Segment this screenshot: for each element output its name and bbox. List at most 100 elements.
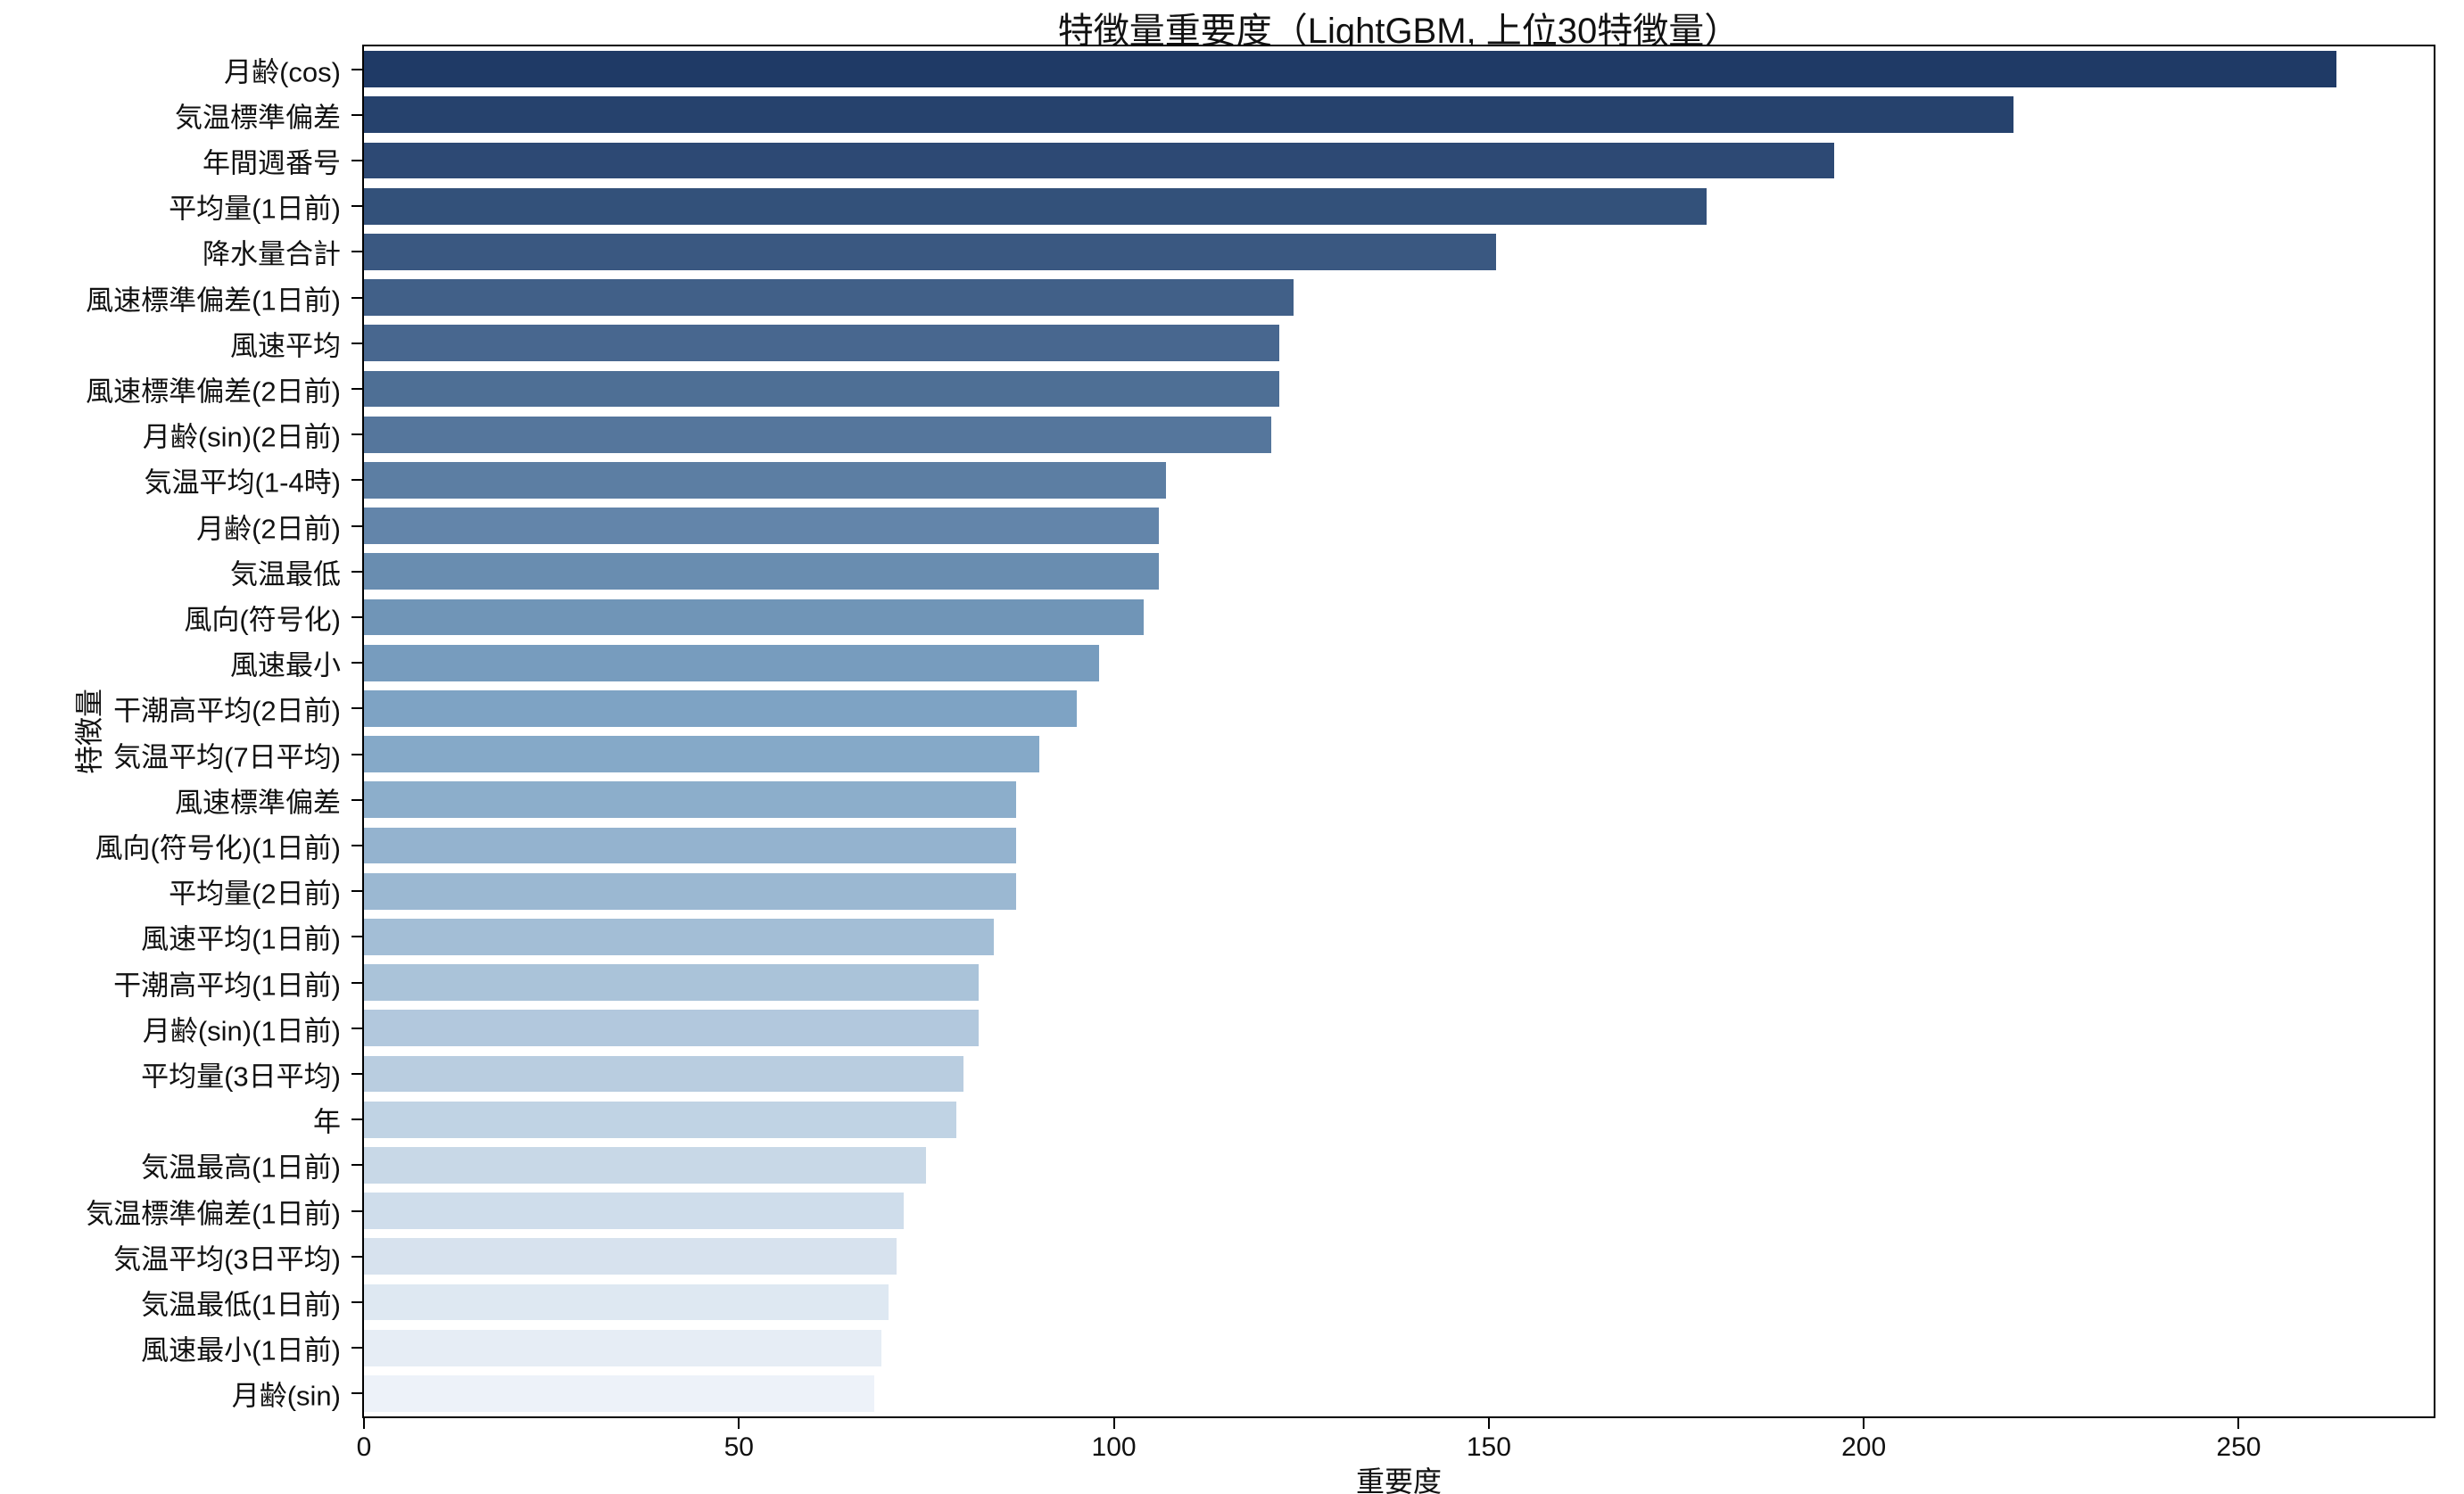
y-tick-mark — [351, 1301, 362, 1303]
bar — [364, 781, 1017, 819]
y-tick-label: 気温平均(7日平均) — [113, 741, 341, 773]
bar — [364, 325, 1279, 362]
y-tick-label: 風向(符号化) — [184, 604, 341, 636]
x-tick-label: 150 — [1466, 1432, 1511, 1462]
y-tick-mark — [351, 388, 362, 390]
y-tick-mark — [351, 1027, 362, 1029]
y-tick-label: 月齢(sin)(2日前) — [142, 421, 341, 453]
bar — [364, 142, 1834, 179]
y-tick-label: 月齢(sin) — [231, 1380, 341, 1412]
bar — [364, 96, 2014, 134]
y-tick-mark — [351, 981, 362, 984]
y-tick-mark — [351, 707, 362, 710]
y-tick-mark — [351, 570, 362, 573]
y-tick-label: 降水量合計 — [203, 238, 341, 270]
y-tick-mark — [351, 1347, 362, 1350]
y-tick-label: 気温標準偏差 — [175, 102, 341, 134]
bar — [364, 51, 2336, 88]
bar — [364, 872, 1017, 910]
y-tick-mark — [351, 251, 362, 253]
bar — [364, 461, 1167, 499]
chart-title: 特徴量重要度（LightGBM, 上位30特徴量） — [1057, 12, 1741, 51]
bar — [364, 644, 1099, 681]
y-tick-label: 気温最低(1日前) — [141, 1289, 341, 1321]
bar — [364, 233, 1497, 270]
y-tick-label: 風速最小(1日前) — [141, 1334, 341, 1366]
x-tick-mark — [1112, 1418, 1115, 1429]
y-tick-label: 月齢(sin)(1日前) — [142, 1015, 341, 1047]
y-tick-mark — [351, 1073, 362, 1075]
bar — [364, 689, 1077, 727]
x-tick-mark — [1863, 1418, 1865, 1429]
y-tick-mark — [351, 798, 362, 801]
x-axis-label: 重要度 — [1355, 1465, 1442, 1494]
x-tick-mark — [738, 1418, 740, 1429]
y-tick-label: 風速標準偏差 — [175, 787, 341, 819]
x-tick-mark — [363, 1418, 365, 1429]
y-tick-mark — [351, 845, 362, 846]
y-tick-label: 平均量(2日前) — [169, 878, 341, 910]
bar — [364, 1101, 957, 1138]
y-tick-mark — [351, 68, 362, 70]
x-tick-label: 100 — [1091, 1432, 1137, 1462]
y-tick-mark — [351, 342, 362, 344]
y-tick-mark — [351, 205, 362, 208]
y-tick-label: 風速標準偏差(2日前) — [86, 376, 341, 408]
y-tick-mark — [351, 1118, 362, 1121]
y-tick-label: 月齢(2日前) — [196, 513, 341, 545]
y-tick-mark — [351, 113, 362, 116]
y-tick-mark — [351, 160, 362, 161]
y-tick-label: 風速標準偏差(1日前) — [86, 285, 341, 317]
x-tick-label: 50 — [723, 1432, 754, 1462]
y-tick-label: 風速平均(1日前) — [141, 923, 341, 955]
y-tick-mark — [351, 524, 362, 527]
y-tick-mark — [351, 296, 362, 299]
x-tick-mark — [1487, 1418, 1490, 1429]
bar — [364, 1284, 889, 1321]
bar — [364, 1193, 905, 1230]
y-tick-label: 年間週番号 — [203, 147, 341, 179]
x-tick-mark — [2237, 1418, 2240, 1429]
bar — [364, 598, 1145, 636]
y-tick-mark — [351, 1164, 362, 1167]
y-tick-mark — [351, 479, 362, 482]
bar — [364, 370, 1279, 408]
bar — [364, 508, 1159, 545]
y-tick-mark — [351, 1392, 362, 1395]
y-tick-mark — [351, 890, 362, 893]
bar — [364, 1329, 881, 1366]
y-tick-label: 風速最小 — [230, 649, 341, 681]
bar — [364, 1374, 874, 1412]
bar — [364, 1146, 927, 1184]
y-tick-label: 風向(符号化)(1日前) — [95, 832, 341, 864]
y-tick-label: 平均量(1日前) — [169, 193, 341, 225]
y-tick-label: 年 — [313, 1106, 341, 1138]
x-tick-label: 200 — [1841, 1432, 1887, 1462]
y-tick-mark — [351, 936, 362, 938]
bar — [364, 1055, 964, 1093]
x-tick-label: 250 — [2216, 1432, 2261, 1462]
bars-layer — [364, 46, 2434, 1416]
y-tick-mark — [351, 662, 362, 664]
y-tick-label: 平均量(3日平均) — [141, 1061, 341, 1093]
y-tick-label: 干潮高平均(1日前) — [113, 970, 341, 1002]
bar — [364, 964, 980, 1002]
bar — [364, 918, 995, 955]
y-tick-label: 気温平均(1-4時) — [144, 466, 341, 499]
y-tick-mark — [351, 1255, 362, 1258]
bar — [364, 1238, 897, 1275]
y-tick-mark — [351, 433, 362, 436]
bar — [364, 279, 1294, 317]
y-tick-mark — [351, 753, 362, 755]
bar — [364, 1010, 980, 1047]
plot-area: 月齢(cos) 気温標準偏差年間週番号平均量(1日前) 降水量合計風速標準偏差(1日… — [86, 45, 2435, 1462]
y-tick-label: 気温最高(1日前) — [141, 1151, 341, 1184]
x-tick-label: 0 — [356, 1432, 372, 1462]
y-tick-label: 月齢(cos) — [224, 56, 341, 88]
bar — [364, 416, 1272, 453]
bar — [364, 827, 1017, 864]
bar — [364, 187, 1707, 225]
y-tick-label: 風速平均 — [230, 330, 341, 362]
y-tick-mark — [351, 1209, 362, 1212]
